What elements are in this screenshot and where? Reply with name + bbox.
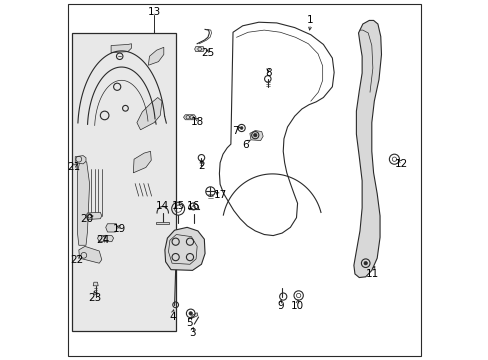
Text: 25: 25 xyxy=(201,48,214,58)
Polygon shape xyxy=(86,212,102,220)
Circle shape xyxy=(188,312,192,315)
Circle shape xyxy=(240,127,243,130)
Text: 12: 12 xyxy=(394,159,407,169)
Text: 18: 18 xyxy=(190,117,203,127)
Text: 1: 1 xyxy=(306,15,313,26)
Polygon shape xyxy=(105,224,117,232)
Text: 19: 19 xyxy=(113,225,126,234)
Polygon shape xyxy=(148,47,163,65)
Bar xyxy=(72,33,175,330)
Text: 3: 3 xyxy=(189,328,195,338)
Text: 21: 21 xyxy=(67,162,81,172)
Polygon shape xyxy=(77,159,89,245)
Text: 14: 14 xyxy=(155,201,168,211)
Polygon shape xyxy=(164,227,204,270)
Polygon shape xyxy=(249,131,263,140)
Text: 7: 7 xyxy=(232,126,238,135)
Text: 10: 10 xyxy=(290,301,304,311)
Polygon shape xyxy=(191,313,198,318)
Circle shape xyxy=(363,261,367,265)
Text: 23: 23 xyxy=(88,293,101,303)
Text: 17: 17 xyxy=(213,190,226,200)
Text: 4: 4 xyxy=(169,312,176,322)
Text: 6: 6 xyxy=(242,140,248,150)
Polygon shape xyxy=(93,282,98,286)
Text: 11: 11 xyxy=(366,269,379,279)
Polygon shape xyxy=(183,115,196,120)
Polygon shape xyxy=(133,151,151,173)
Polygon shape xyxy=(97,235,113,242)
Text: 20: 20 xyxy=(80,214,93,224)
Text: 15: 15 xyxy=(172,201,185,211)
Text: 13: 13 xyxy=(147,7,161,17)
Polygon shape xyxy=(111,44,131,53)
Text: 16: 16 xyxy=(186,201,200,211)
Text: 22: 22 xyxy=(70,255,83,265)
Polygon shape xyxy=(194,46,204,51)
Text: 8: 8 xyxy=(264,68,271,78)
Text: 24: 24 xyxy=(96,235,109,245)
Polygon shape xyxy=(353,21,381,278)
Text: 5: 5 xyxy=(186,319,193,328)
Polygon shape xyxy=(79,246,102,263)
Polygon shape xyxy=(75,156,86,164)
Polygon shape xyxy=(156,222,169,224)
Text: 2: 2 xyxy=(198,161,204,171)
Circle shape xyxy=(253,134,257,137)
Polygon shape xyxy=(137,98,162,130)
Text: 9: 9 xyxy=(277,301,283,311)
